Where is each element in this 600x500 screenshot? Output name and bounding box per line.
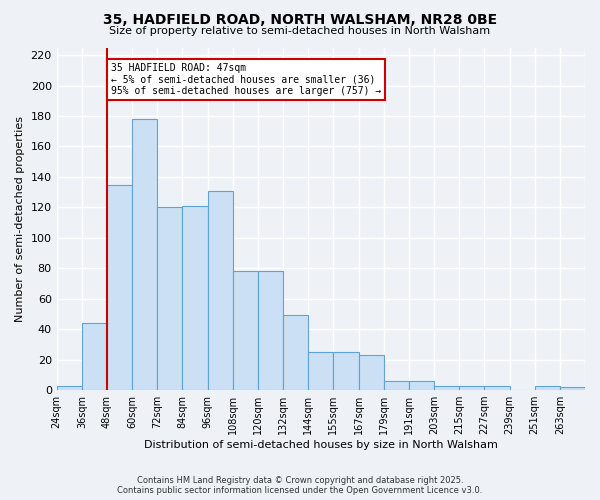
Bar: [409, 381, 434, 390]
Text: Size of property relative to semi-detached houses in North Walsham: Size of property relative to semi-detach…: [109, 26, 491, 36]
Bar: [484, 386, 509, 390]
Y-axis label: Number of semi-detached properties: Number of semi-detached properties: [15, 116, 25, 322]
Bar: [384, 381, 409, 390]
Bar: [132, 119, 157, 390]
Bar: [82, 323, 107, 390]
Bar: [283, 316, 308, 390]
Bar: [434, 386, 459, 390]
Bar: [359, 355, 384, 390]
Text: 35, HADFIELD ROAD, NORTH WALSHAM, NR28 0BE: 35, HADFIELD ROAD, NORTH WALSHAM, NR28 0…: [103, 12, 497, 26]
Bar: [233, 272, 258, 390]
Bar: [334, 352, 359, 390]
Text: 35 HADFIELD ROAD: 47sqm
← 5% of semi-detached houses are smaller (36)
95% of sem: 35 HADFIELD ROAD: 47sqm ← 5% of semi-det…: [111, 62, 381, 96]
Bar: [308, 352, 334, 390]
Bar: [258, 272, 283, 390]
Bar: [56, 386, 82, 390]
Bar: [208, 190, 233, 390]
Bar: [459, 386, 484, 390]
Text: Contains HM Land Registry data © Crown copyright and database right 2025.
Contai: Contains HM Land Registry data © Crown c…: [118, 476, 482, 495]
Bar: [107, 184, 132, 390]
Bar: [535, 386, 560, 390]
Bar: [182, 206, 208, 390]
Bar: [560, 387, 585, 390]
X-axis label: Distribution of semi-detached houses by size in North Walsham: Distribution of semi-detached houses by …: [144, 440, 498, 450]
Bar: [157, 208, 182, 390]
